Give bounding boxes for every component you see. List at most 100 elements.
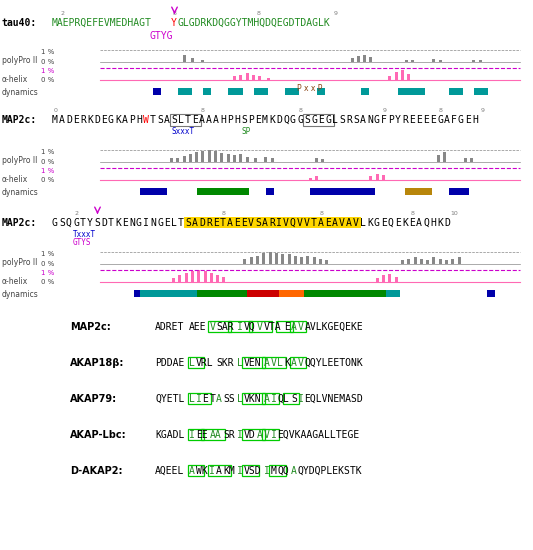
Bar — [239, 153, 242, 162]
Text: dynamics: dynamics — [2, 188, 39, 197]
Bar — [182, 156, 185, 162]
Text: V: V — [298, 358, 304, 368]
Text: VSD: VSD — [244, 466, 261, 476]
Bar — [405, 88, 413, 95]
Bar — [197, 290, 205, 297]
Text: Q: Q — [423, 218, 429, 228]
Text: N: N — [129, 218, 135, 228]
Text: 0 %: 0 % — [41, 177, 54, 183]
Text: VRL: VRL — [196, 358, 213, 368]
Text: R: R — [402, 115, 408, 125]
Text: 1 %: 1 % — [41, 149, 54, 155]
Bar — [304, 290, 312, 297]
Bar — [335, 290, 343, 297]
Bar — [315, 177, 318, 180]
Text: L: L — [171, 218, 177, 228]
Text: dynamics: dynamics — [2, 88, 39, 97]
Bar — [228, 188, 236, 195]
Text: S: S — [171, 115, 177, 125]
Bar — [335, 188, 343, 195]
Text: G: G — [73, 218, 79, 228]
Bar — [191, 58, 194, 62]
Text: P: P — [248, 115, 254, 125]
Bar — [376, 174, 379, 180]
Text: QQYLEETONK: QQYLEETONK — [304, 358, 364, 368]
Text: D: D — [199, 218, 205, 228]
Bar — [266, 290, 274, 297]
Text: H: H — [430, 218, 436, 228]
Text: V: V — [304, 218, 310, 228]
Text: D: D — [66, 115, 72, 125]
Text: 0 %: 0 % — [41, 279, 54, 285]
Text: G: G — [325, 115, 331, 125]
Text: V: V — [248, 218, 254, 228]
Text: 8: 8 — [410, 211, 415, 216]
Text: PDDAE: PDDAE — [155, 358, 184, 368]
Text: S: S — [339, 115, 345, 125]
Bar — [152, 188, 161, 195]
Text: Y: Y — [395, 115, 401, 125]
Bar — [458, 257, 461, 264]
Text: G: G — [290, 115, 296, 125]
Text: G: G — [136, 218, 142, 228]
Text: R: R — [206, 218, 212, 228]
Text: KGADL: KGADL — [155, 430, 184, 440]
Text: SAR: SAR — [216, 322, 234, 332]
Text: F: F — [381, 115, 387, 125]
Text: I: I — [264, 466, 270, 476]
Text: MAEPRQEFEVMEDHAGT: MAEPRQEFEVMEDHAGT — [52, 18, 152, 28]
Text: M: M — [271, 466, 277, 476]
Text: A: A — [318, 218, 324, 228]
Bar — [462, 188, 470, 195]
Bar — [401, 260, 404, 264]
Text: G: G — [374, 218, 380, 228]
Bar — [235, 188, 243, 195]
Text: A: A — [189, 466, 195, 476]
Text: 8: 8 — [222, 211, 225, 216]
Bar — [241, 188, 249, 195]
Text: V: V — [297, 218, 303, 228]
Bar — [246, 73, 248, 80]
Text: S: S — [157, 115, 163, 125]
Text: 0 %: 0 % — [41, 77, 54, 83]
Bar — [319, 258, 322, 264]
Text: 0 %: 0 % — [41, 59, 54, 65]
Bar — [407, 74, 410, 80]
Bar — [246, 157, 248, 162]
Text: I: I — [237, 322, 243, 332]
Text: G: G — [157, 218, 163, 228]
Text: T: T — [311, 218, 317, 228]
Bar — [178, 88, 186, 95]
Text: G: G — [374, 115, 380, 125]
Text: Q: Q — [388, 218, 394, 228]
Bar — [249, 257, 253, 264]
Text: A: A — [59, 115, 65, 125]
Bar — [480, 88, 488, 95]
Bar — [184, 217, 361, 228]
Text: VKN: VKN — [244, 394, 261, 404]
Bar — [292, 88, 300, 95]
Text: G: G — [297, 115, 303, 125]
Bar — [363, 55, 366, 62]
Text: W: W — [143, 115, 149, 125]
Text: E: E — [234, 218, 240, 228]
Text: 8: 8 — [320, 211, 324, 216]
Text: EQLVNEMASD: EQLVNEMASD — [304, 394, 364, 404]
Text: G: G — [311, 115, 317, 125]
Bar — [439, 59, 442, 62]
Bar — [300, 257, 303, 264]
Text: 9: 9 — [383, 108, 386, 113]
Bar — [184, 290, 192, 297]
Text: E: E — [465, 115, 471, 125]
Bar — [323, 290, 331, 297]
Text: GLGDRKDQGGYTMHQDQEGDTDAGLK: GLGDRKDQGGYTMHQDQEGDTDAGLK — [178, 18, 331, 28]
Text: MAP2c:: MAP2c: — [2, 115, 37, 125]
Text: polyPro II: polyPro II — [2, 258, 37, 267]
Bar — [414, 257, 416, 264]
Text: MAP2c:: MAP2c: — [2, 218, 37, 228]
Text: E: E — [430, 115, 436, 125]
Bar — [170, 158, 173, 162]
Text: L: L — [237, 394, 243, 404]
Text: S: S — [255, 218, 261, 228]
Bar — [411, 59, 414, 62]
